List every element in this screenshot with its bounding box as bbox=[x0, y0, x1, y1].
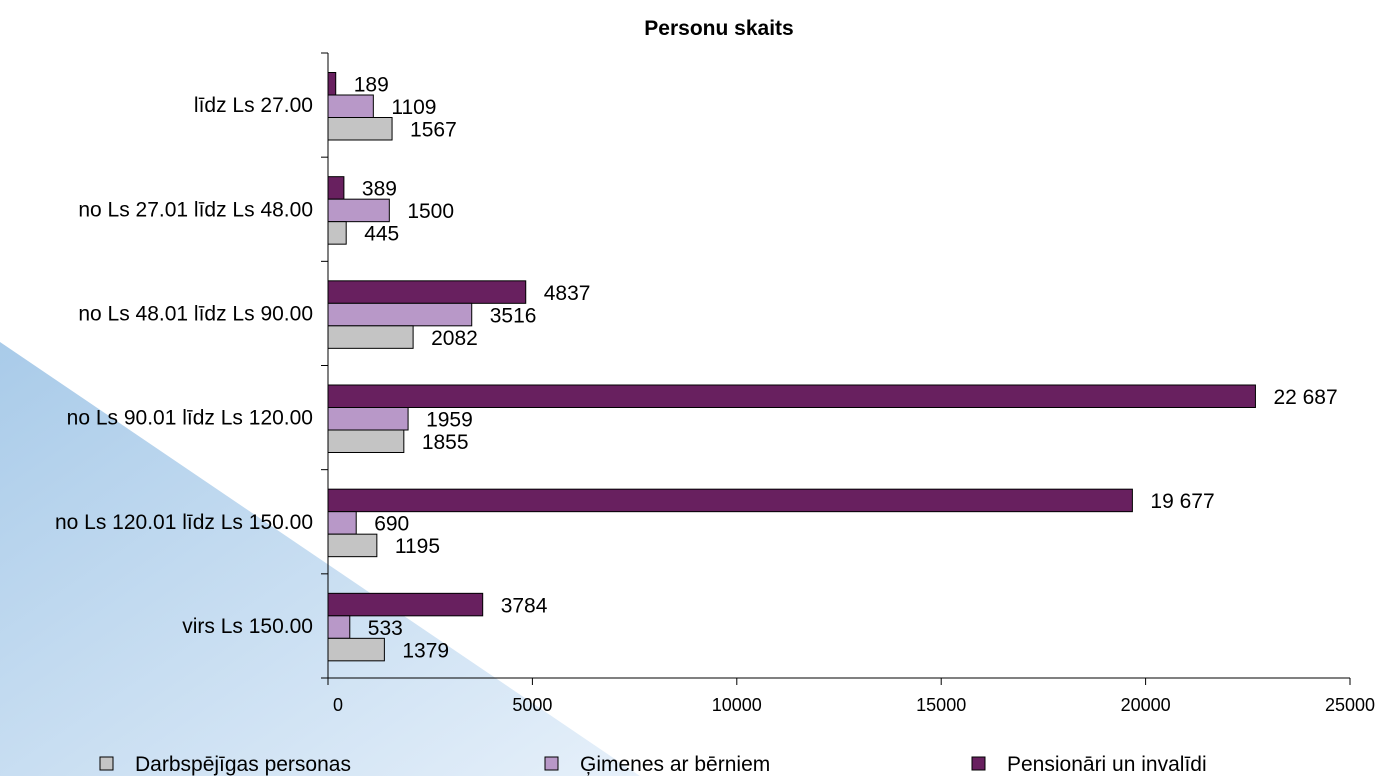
x-tick-label: 5000 bbox=[512, 695, 552, 715]
bar bbox=[327, 198, 390, 223]
category-label: no Ls 27.01 līdz Ls 48.00 bbox=[78, 198, 313, 221]
x-tick-label: 10000 bbox=[712, 695, 762, 715]
bar bbox=[327, 533, 378, 558]
bar bbox=[327, 511, 357, 535]
legend-swatch bbox=[971, 756, 986, 771]
legend-swatch bbox=[99, 756, 114, 771]
category-label: no Ls 48.01 līdz Ls 90.00 bbox=[78, 302, 313, 325]
category-label: virs Ls 150.00 bbox=[182, 615, 313, 638]
bar bbox=[327, 221, 347, 245]
category-label: līdz Ls 27.00 bbox=[194, 94, 313, 117]
data-label: 445 bbox=[364, 223, 399, 246]
data-label: 389 bbox=[362, 178, 397, 201]
bar bbox=[327, 384, 1256, 408]
data-label: 3784 bbox=[501, 594, 548, 617]
data-label: 19 677 bbox=[1150, 490, 1214, 513]
data-label: 1195 bbox=[395, 535, 440, 558]
data-label: 1855 bbox=[422, 431, 469, 454]
bar bbox=[327, 488, 1133, 513]
bar bbox=[327, 94, 374, 118]
bar bbox=[327, 407, 409, 431]
data-label: 1379 bbox=[402, 639, 449, 662]
chart-title: Personu skaits bbox=[644, 17, 793, 40]
data-label: 1500 bbox=[407, 200, 454, 223]
x-tick-label: 20000 bbox=[1121, 695, 1171, 715]
legend-swatch bbox=[544, 756, 559, 771]
bar bbox=[327, 592, 484, 617]
data-label: 1567 bbox=[410, 119, 457, 142]
data-label: 189 bbox=[354, 74, 389, 97]
bar bbox=[327, 280, 527, 304]
bar bbox=[327, 72, 337, 96]
bar bbox=[327, 302, 473, 327]
x-tick-label: 15000 bbox=[916, 695, 966, 715]
data-label: 22 687 bbox=[1273, 386, 1337, 409]
bar bbox=[327, 615, 351, 639]
x-tick-label: 25000 bbox=[1325, 695, 1375, 715]
bar bbox=[327, 637, 385, 662]
data-label: 4837 bbox=[544, 282, 591, 305]
bar bbox=[327, 176, 345, 200]
legend-entry: Darbspējīgas personas bbox=[135, 753, 351, 776]
category-label: no Ls 90.01 līdz Ls 120.00 bbox=[67, 407, 313, 430]
data-label: 1959 bbox=[426, 409, 473, 432]
data-label: 2082 bbox=[431, 327, 478, 350]
data-label: 1109 bbox=[391, 96, 436, 119]
bar bbox=[327, 429, 405, 453]
legend-entry: Pensionāri un invalīdi bbox=[1007, 753, 1207, 776]
data-label: 533 bbox=[368, 617, 403, 640]
bar bbox=[327, 325, 414, 349]
bar bbox=[327, 117, 393, 141]
data-label: 3516 bbox=[490, 304, 537, 327]
legend-entry: Ģimenes ar bērniem bbox=[580, 753, 770, 776]
category-label: no Ls 120.01 līdz Ls 150.00 bbox=[55, 511, 313, 534]
x-tick-label: 0 bbox=[333, 695, 343, 715]
data-label: 690 bbox=[374, 513, 409, 536]
legend: Darbspējīgas personas Ģimenes ar bērniem P… bbox=[99, 753, 1207, 776]
chart-marks: 0 5000 10000 15000 20000 25000 līdz Ls 27.00 no… bbox=[55, 52, 1375, 715]
